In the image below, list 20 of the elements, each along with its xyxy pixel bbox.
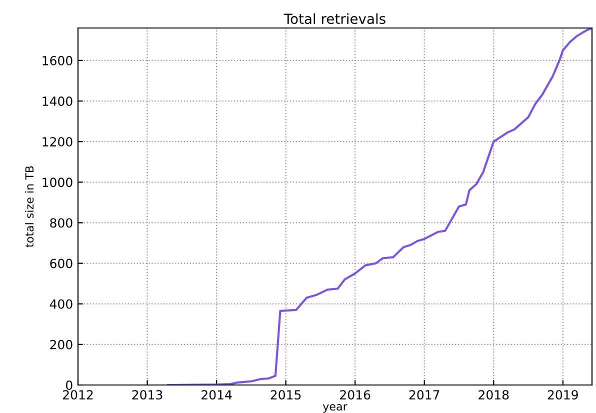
y-tick-label: 800 (50, 218, 72, 228)
x-tick-label: 2013 (132, 390, 162, 400)
y-tick-label: 400 (50, 299, 72, 309)
x-tick-label: 2019 (548, 390, 578, 400)
y-tick-label: 1400 (42, 96, 72, 106)
y-axis-title: total size in TB (25, 166, 34, 248)
y-tick-label: 1000 (42, 178, 72, 188)
x-tick-label: 2017 (409, 390, 440, 400)
chart-title: Total retrievals (284, 13, 386, 24)
x-tick-label: 2016 (340, 390, 370, 400)
x-tick-label: 2014 (202, 390, 232, 400)
y-tick-label: 0 (66, 380, 72, 390)
x-tick-label: 2015 (270, 390, 301, 400)
y-tick-label: 1600 (42, 56, 72, 66)
y-tick-label: 600 (50, 258, 72, 268)
x-tick-label: 2012 (63, 390, 93, 400)
y-tick-label: 200 (50, 340, 72, 350)
x-tick-label: 2018 (478, 390, 509, 400)
y-tick-label: 1200 (42, 137, 72, 147)
x-axis-title: year (322, 404, 348, 413)
